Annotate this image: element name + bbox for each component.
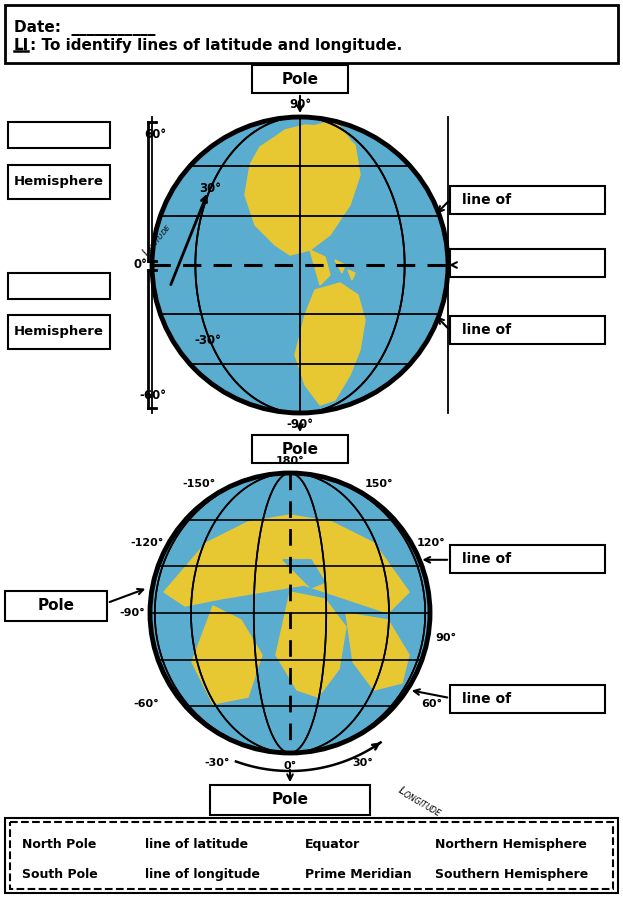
FancyBboxPatch shape — [450, 185, 605, 213]
Text: Southern Hemisphere: Southern Hemisphere — [435, 868, 588, 881]
FancyBboxPatch shape — [252, 65, 348, 93]
Text: line of: line of — [462, 323, 511, 338]
Text: Pole: Pole — [272, 793, 308, 807]
Text: 60°: 60° — [421, 699, 442, 709]
Text: 90°: 90° — [289, 98, 311, 111]
Text: : To identify lines of latitude and longitude.: : To identify lines of latitude and long… — [30, 38, 402, 53]
Text: -150°: -150° — [182, 479, 215, 489]
Text: -30°: -30° — [194, 335, 221, 347]
Text: -120°: -120° — [130, 538, 164, 548]
Text: -30°: -30° — [204, 758, 230, 768]
Polygon shape — [164, 515, 409, 613]
Text: Pole: Pole — [282, 71, 318, 86]
Text: 120°: 120° — [416, 538, 445, 548]
Polygon shape — [283, 560, 325, 588]
Text: 0°: 0° — [133, 258, 147, 272]
FancyBboxPatch shape — [252, 435, 348, 463]
Polygon shape — [295, 283, 365, 405]
Text: 180°: 180° — [275, 456, 305, 466]
Ellipse shape — [152, 117, 448, 413]
FancyBboxPatch shape — [5, 5, 618, 63]
FancyBboxPatch shape — [8, 273, 110, 299]
FancyBboxPatch shape — [450, 685, 605, 713]
Text: Hemisphere: Hemisphere — [14, 176, 104, 188]
Text: Equator: Equator — [305, 838, 360, 851]
Text: LI: LI — [14, 38, 29, 53]
Polygon shape — [245, 125, 360, 255]
Text: North Pole: North Pole — [22, 838, 97, 851]
Text: -60°: -60° — [140, 389, 167, 401]
Polygon shape — [348, 270, 355, 280]
Text: 30°: 30° — [353, 758, 373, 768]
Text: Pole: Pole — [37, 598, 75, 614]
Polygon shape — [310, 250, 330, 285]
FancyBboxPatch shape — [450, 544, 605, 572]
Polygon shape — [310, 120, 350, 157]
Text: 60°: 60° — [145, 129, 167, 141]
Text: South Pole: South Pole — [22, 868, 98, 881]
FancyBboxPatch shape — [450, 249, 605, 277]
Text: $L_{ONGITUDE}$: $L_{ONGITUDE}$ — [395, 783, 445, 820]
FancyBboxPatch shape — [210, 785, 370, 815]
Text: line of: line of — [462, 552, 511, 566]
Text: Prime Meridian: Prime Meridian — [305, 868, 412, 881]
Polygon shape — [335, 260, 345, 273]
Text: Pole: Pole — [282, 442, 318, 456]
Text: 150°: 150° — [365, 479, 394, 489]
Text: Northern Hemisphere: Northern Hemisphere — [435, 838, 587, 851]
Text: line of: line of — [462, 193, 511, 207]
Text: line of longitude: line of longitude — [145, 868, 260, 881]
Text: 0°: 0° — [283, 761, 297, 771]
FancyBboxPatch shape — [8, 165, 110, 199]
Text: line of latitude: line of latitude — [145, 838, 248, 851]
Text: $L_{ATITUDE}$: $L_{ATITUDE}$ — [139, 220, 174, 259]
FancyBboxPatch shape — [450, 316, 605, 345]
FancyBboxPatch shape — [8, 122, 110, 148]
Text: -90°: -90° — [119, 608, 145, 618]
Text: line of: line of — [462, 692, 511, 706]
FancyBboxPatch shape — [5, 818, 618, 893]
Polygon shape — [346, 613, 409, 690]
FancyBboxPatch shape — [5, 591, 107, 621]
Polygon shape — [192, 606, 262, 704]
Text: -90°: -90° — [287, 418, 313, 431]
Text: 30°: 30° — [199, 183, 221, 195]
FancyBboxPatch shape — [8, 315, 110, 349]
Text: Date:  ___________: Date: ___________ — [14, 20, 155, 36]
Text: -60°: -60° — [133, 699, 159, 709]
Polygon shape — [276, 592, 346, 697]
Text: Hemisphere: Hemisphere — [14, 326, 104, 338]
Ellipse shape — [150, 473, 430, 753]
Text: 90°: 90° — [435, 634, 456, 643]
